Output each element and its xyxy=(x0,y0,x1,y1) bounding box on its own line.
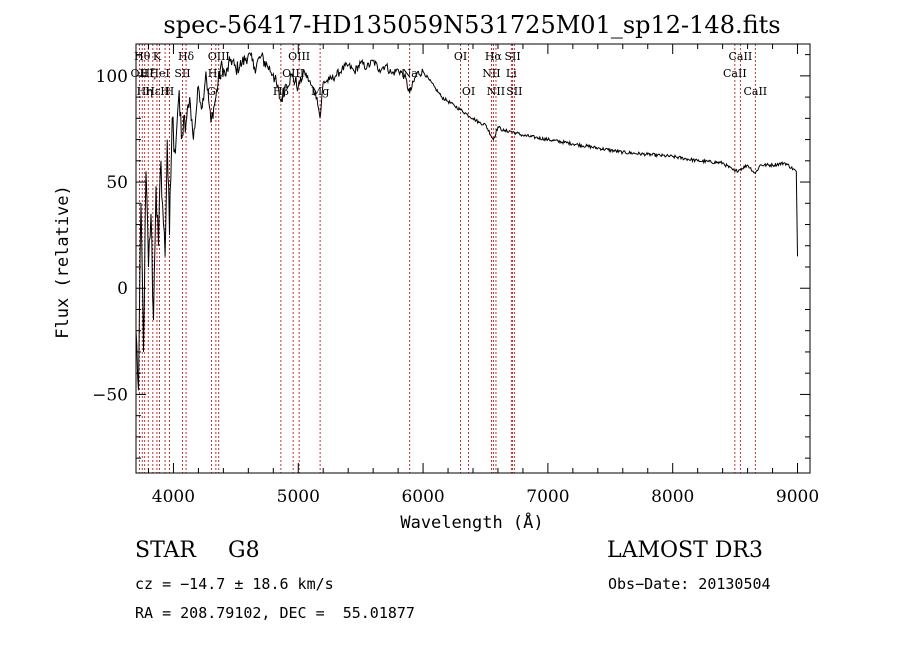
y-axis: −50 0 50 100 xyxy=(92,54,810,459)
x-tick-label-5: 9000 xyxy=(776,487,819,507)
x-tick-label-1: 5000 xyxy=(277,487,320,507)
marker-label-7: H xyxy=(160,85,170,98)
marker-label-13: OIII xyxy=(208,50,230,63)
marker-label-5: K xyxy=(153,50,162,63)
marker-label-9: SII xyxy=(174,67,190,80)
marker-label-28: CaII xyxy=(729,50,753,63)
marker-label-20: OI xyxy=(462,85,475,98)
marker-label-26: SII xyxy=(506,85,522,98)
survey-name: LAMOST DR3 xyxy=(607,538,763,563)
marker-label-3: Hζ xyxy=(140,67,156,80)
x-axis: 4000 5000 6000 7000 8000 9000 xyxy=(147,44,819,507)
y-tick-label-1: 0 xyxy=(117,279,128,299)
x-tick-label-0: 4000 xyxy=(152,487,195,507)
marker-label-24: Li xyxy=(506,67,517,80)
object-subclass: G8 xyxy=(228,538,260,563)
y-tick-label-3: 100 xyxy=(96,67,128,87)
chart-title: spec-56417-HD135059N531725M01_sp12-148.f… xyxy=(163,11,780,39)
marker-label-12: Hγ xyxy=(208,67,225,80)
x-tick-label-4: 8000 xyxy=(651,487,694,507)
spectrum-line xyxy=(135,51,798,391)
marker-label-1: Hθ xyxy=(134,50,151,63)
marker-label-14: Hβ xyxy=(273,85,289,98)
coordinates: RA = 208.79102, DEC = 55.01877 xyxy=(135,604,415,622)
marker-label-23: NII xyxy=(487,85,505,98)
marker-label-4: Hε xyxy=(145,85,161,98)
y-tick-label-2: 50 xyxy=(106,173,128,193)
y-axis-label: Flux (relative) xyxy=(53,185,73,339)
marker-label-11: G xyxy=(207,85,216,98)
marker-label-21: NII xyxy=(482,67,500,80)
marker-label-0: OII xyxy=(131,67,149,80)
x-tick-label-3: 7000 xyxy=(526,487,569,507)
marker-label-19: OI xyxy=(454,50,467,63)
marker-label-2: Hη xyxy=(137,85,153,98)
x-axis-label: Wavelength (Å) xyxy=(400,511,543,533)
observation-date: Obs−Date: 20130504 xyxy=(608,575,771,593)
x-tick-label-2: 6000 xyxy=(401,487,444,507)
object-class: STAR xyxy=(135,538,196,563)
marker-label-25: SII xyxy=(504,50,520,63)
marker-label-8: H xyxy=(165,85,175,98)
plot-frame xyxy=(135,43,811,474)
marker-label-29: CaII xyxy=(743,85,767,98)
marker-label-10: Hδ xyxy=(178,50,195,63)
redshift-info: cz = −14.7 ± 18.6 km/s xyxy=(135,575,334,593)
marker-label-27: CaII xyxy=(723,67,747,80)
spectral-line-markers xyxy=(138,44,756,473)
marker-label-6: HeI xyxy=(149,67,169,80)
y-tick-label-0: −50 xyxy=(92,385,128,405)
marker-label-22: Hα xyxy=(485,50,503,63)
marker-label-16: OIII xyxy=(288,50,310,63)
